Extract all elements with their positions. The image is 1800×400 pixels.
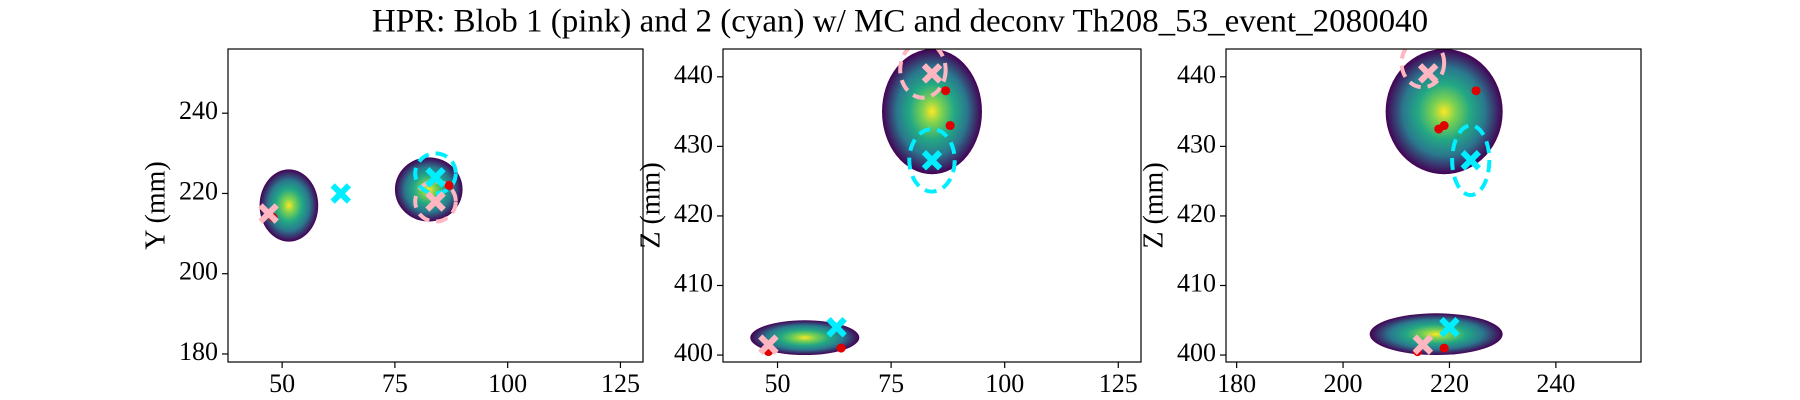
blob-marker xyxy=(1412,334,1434,355)
y-tick-label: 420 xyxy=(674,199,713,228)
blob-ellipse xyxy=(907,126,957,194)
mc-point xyxy=(1471,86,1481,96)
blob-marker xyxy=(1417,63,1439,84)
blob-marker xyxy=(425,167,446,188)
blob-marker xyxy=(921,63,943,84)
blob-marker xyxy=(425,191,446,212)
y-tick-label: 400 xyxy=(674,338,713,367)
blob-marker xyxy=(258,203,279,224)
y-tick-label: 440 xyxy=(1177,60,1216,89)
y-tick-label: 430 xyxy=(674,129,713,158)
blob-marker xyxy=(826,316,847,338)
axes-frame xyxy=(1225,48,1642,363)
x-tick-label: 75 xyxy=(878,369,904,398)
figure-title: HPR: Blob 1 (pink) and 2 (cyan) w/ MC an… xyxy=(372,4,1428,40)
mc-point xyxy=(945,121,955,131)
x-tick-label: 200 xyxy=(1324,369,1363,398)
blob-ellipse xyxy=(413,179,458,224)
x-tick-label: 220 xyxy=(1430,369,1469,398)
x-tick-label: 125 xyxy=(601,369,640,398)
y-tick-label: 220 xyxy=(179,176,218,205)
y-tick-label: 400 xyxy=(1177,338,1216,367)
mc-point xyxy=(941,86,951,96)
blob-marker xyxy=(1439,316,1460,338)
y-tick-label: 410 xyxy=(674,268,713,297)
x-tick-label: 100 xyxy=(985,369,1024,398)
mc-point xyxy=(1434,124,1444,134)
y-axis-label: Z (mm) xyxy=(635,162,666,248)
plot-area xyxy=(1369,49,1503,357)
x-tick-label: 180 xyxy=(1217,369,1256,398)
y-tick-label: 240 xyxy=(179,96,218,125)
x-tick-label: 50 xyxy=(765,369,791,398)
blob-ellipse xyxy=(413,151,458,196)
x-tick-label: 75 xyxy=(382,369,408,398)
x-tick-label: 240 xyxy=(1536,369,1575,398)
plot-area xyxy=(258,151,463,242)
axes-frame xyxy=(227,48,644,363)
heatmap-blob xyxy=(1385,49,1503,175)
y-tick-label: 420 xyxy=(1177,199,1216,228)
blob-ellipse xyxy=(898,49,948,100)
mc-point xyxy=(1439,343,1449,353)
blob-marker xyxy=(1460,150,1481,171)
y-tick-label: 430 xyxy=(1177,129,1216,158)
heatmap-blob xyxy=(882,49,982,175)
plot-area xyxy=(750,49,982,357)
y-tick-label: 200 xyxy=(179,257,218,286)
mc-point xyxy=(836,343,846,353)
blob-ellipse xyxy=(1450,123,1492,198)
y-tick-label: 410 xyxy=(1177,268,1216,297)
heatmap-blob xyxy=(394,157,463,222)
y-axis-label: Z (mm) xyxy=(1138,162,1169,248)
blob-marker xyxy=(758,334,779,355)
x-tick-label: 50 xyxy=(269,369,295,398)
x-tick-label: 125 xyxy=(1099,369,1138,398)
x-tick-label: 100 xyxy=(488,369,527,398)
blob-marker xyxy=(330,183,352,204)
y-axis-label: Y (mm) xyxy=(140,161,171,249)
y-tick-label: 440 xyxy=(674,60,713,89)
heatmap-blob xyxy=(259,169,319,242)
blob-marker xyxy=(921,150,943,171)
heatmap-blob xyxy=(1369,313,1503,356)
y-tick-label: 180 xyxy=(179,337,218,366)
mc-point xyxy=(444,180,454,190)
axes-frame xyxy=(722,48,1142,363)
blob-ellipse xyxy=(1399,49,1447,90)
